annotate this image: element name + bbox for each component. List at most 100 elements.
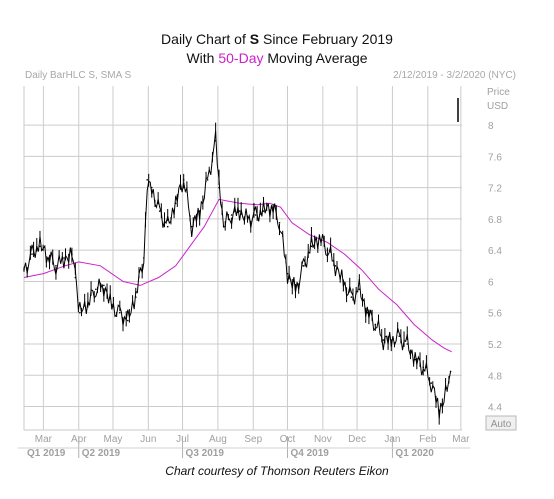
price-point <box>398 335 401 337</box>
price-point <box>342 280 345 283</box>
price-point <box>310 245 313 248</box>
y-tick-label: 6.8 <box>488 215 502 226</box>
x-tick-label: Feb <box>419 434 437 445</box>
price-point <box>47 257 49 259</box>
price-point <box>254 214 257 216</box>
y-tick-label: 4.4 <box>488 403 502 414</box>
price-point <box>406 343 409 345</box>
price-point <box>230 214 233 216</box>
y-tick-label: 7.2 <box>488 184 502 195</box>
quarter-label: Q4 2019 <box>290 448 329 459</box>
price-point <box>31 253 33 255</box>
y-tick-label: 4.8 <box>488 371 502 382</box>
chart-title-suffix: Since February 2019 <box>259 31 393 47</box>
quarter-label: Q3 2019 <box>186 448 225 459</box>
price-point <box>414 358 417 361</box>
y-tick-label: 7.6 <box>488 152 502 163</box>
auto-scale-label: Auto <box>491 419 512 430</box>
price-point <box>294 288 297 291</box>
chart-title: Daily Chart of S Since February 2019 <box>0 30 554 48</box>
price-point <box>142 257 145 259</box>
x-tick-label: Mar <box>35 434 53 445</box>
date-range: 2/12/2019 - 3/2/2020 (NYC) <box>393 70 516 81</box>
price-point <box>350 296 353 298</box>
x-tick-label: May <box>104 434 123 445</box>
price-point <box>422 366 425 369</box>
price-point <box>190 225 193 228</box>
price-point <box>182 179 185 181</box>
price-point <box>55 265 57 267</box>
price-point <box>206 179 209 181</box>
price-point <box>358 288 361 291</box>
price-point <box>79 311 81 314</box>
chart-title-prefix: Daily Chart of <box>161 31 250 47</box>
y-tick-label: 6 <box>488 277 494 288</box>
price-point <box>374 323 377 326</box>
chart-credit: Chart courtesy of Thomson Reuters Eikon <box>165 464 389 478</box>
price-point <box>103 284 105 287</box>
price-point <box>158 210 161 212</box>
price-line <box>23 130 452 419</box>
chart-title-ticker: S <box>249 31 260 47</box>
x-tick-label: Aug <box>209 434 227 445</box>
price-point <box>438 409 440 412</box>
price-point <box>71 253 73 255</box>
price-point <box>150 186 153 189</box>
price-point <box>23 268 25 271</box>
price-point <box>449 370 452 373</box>
price-point <box>270 206 273 208</box>
price-point <box>111 304 113 306</box>
chart-subtitle-suffix: Moving Average <box>263 50 368 66</box>
price-point <box>246 218 249 220</box>
price-point <box>446 390 448 392</box>
price-point <box>302 265 305 267</box>
y-tick-label: 6.4 <box>488 246 502 257</box>
price-point <box>146 179 148 181</box>
quarter-label: Q1 2020 <box>395 448 434 459</box>
x-tick-label: Jun <box>140 434 156 445</box>
price-point <box>334 265 337 267</box>
price-point <box>39 245 41 248</box>
price-point <box>318 237 321 240</box>
price-point <box>119 311 121 314</box>
y-tick-label: 8 <box>488 121 494 132</box>
price-point <box>326 249 329 251</box>
y-axis-title: Price <box>487 87 510 98</box>
sma-line <box>23 198 452 353</box>
price-point <box>166 225 169 228</box>
price-point <box>87 304 89 306</box>
x-tick-label: Nov <box>314 434 332 445</box>
price-point <box>214 139 217 142</box>
price-point <box>63 257 65 259</box>
x-tick-label: Dec <box>348 434 366 445</box>
price-point <box>74 276 77 279</box>
price-point <box>278 222 281 224</box>
price-point <box>262 210 265 212</box>
chart-subtitle-prefix: With <box>186 50 219 66</box>
quarter-label: Q1 2019 <box>27 448 66 459</box>
price-point <box>390 339 393 341</box>
price-point <box>126 319 129 322</box>
price-point <box>430 382 433 384</box>
price-point <box>382 339 385 341</box>
chart-subtitle-highlight: 50-Day <box>218 50 264 66</box>
price-point <box>286 272 289 275</box>
y-axis-unit: USD <box>487 101 509 112</box>
price-point <box>238 210 241 212</box>
price-point <box>174 202 177 205</box>
price-point <box>198 210 201 212</box>
chart-subtitle: With 50-Day Moving Average <box>0 49 554 67</box>
y-tick-label: 5.2 <box>488 340 502 351</box>
auto-scale-button <box>485 415 517 431</box>
x-tick-label: Mar <box>452 434 470 445</box>
price-point <box>222 225 225 228</box>
price-point <box>95 288 97 291</box>
price-point <box>134 296 137 298</box>
y-tick-label: 5.6 <box>488 309 502 320</box>
series-info: Daily BarHLC S, SMA S <box>25 70 132 81</box>
x-tick-label: Sep <box>244 434 262 445</box>
price-point <box>366 311 369 314</box>
price-point <box>218 186 220 189</box>
quarter-label: Q2 2019 <box>82 448 121 459</box>
